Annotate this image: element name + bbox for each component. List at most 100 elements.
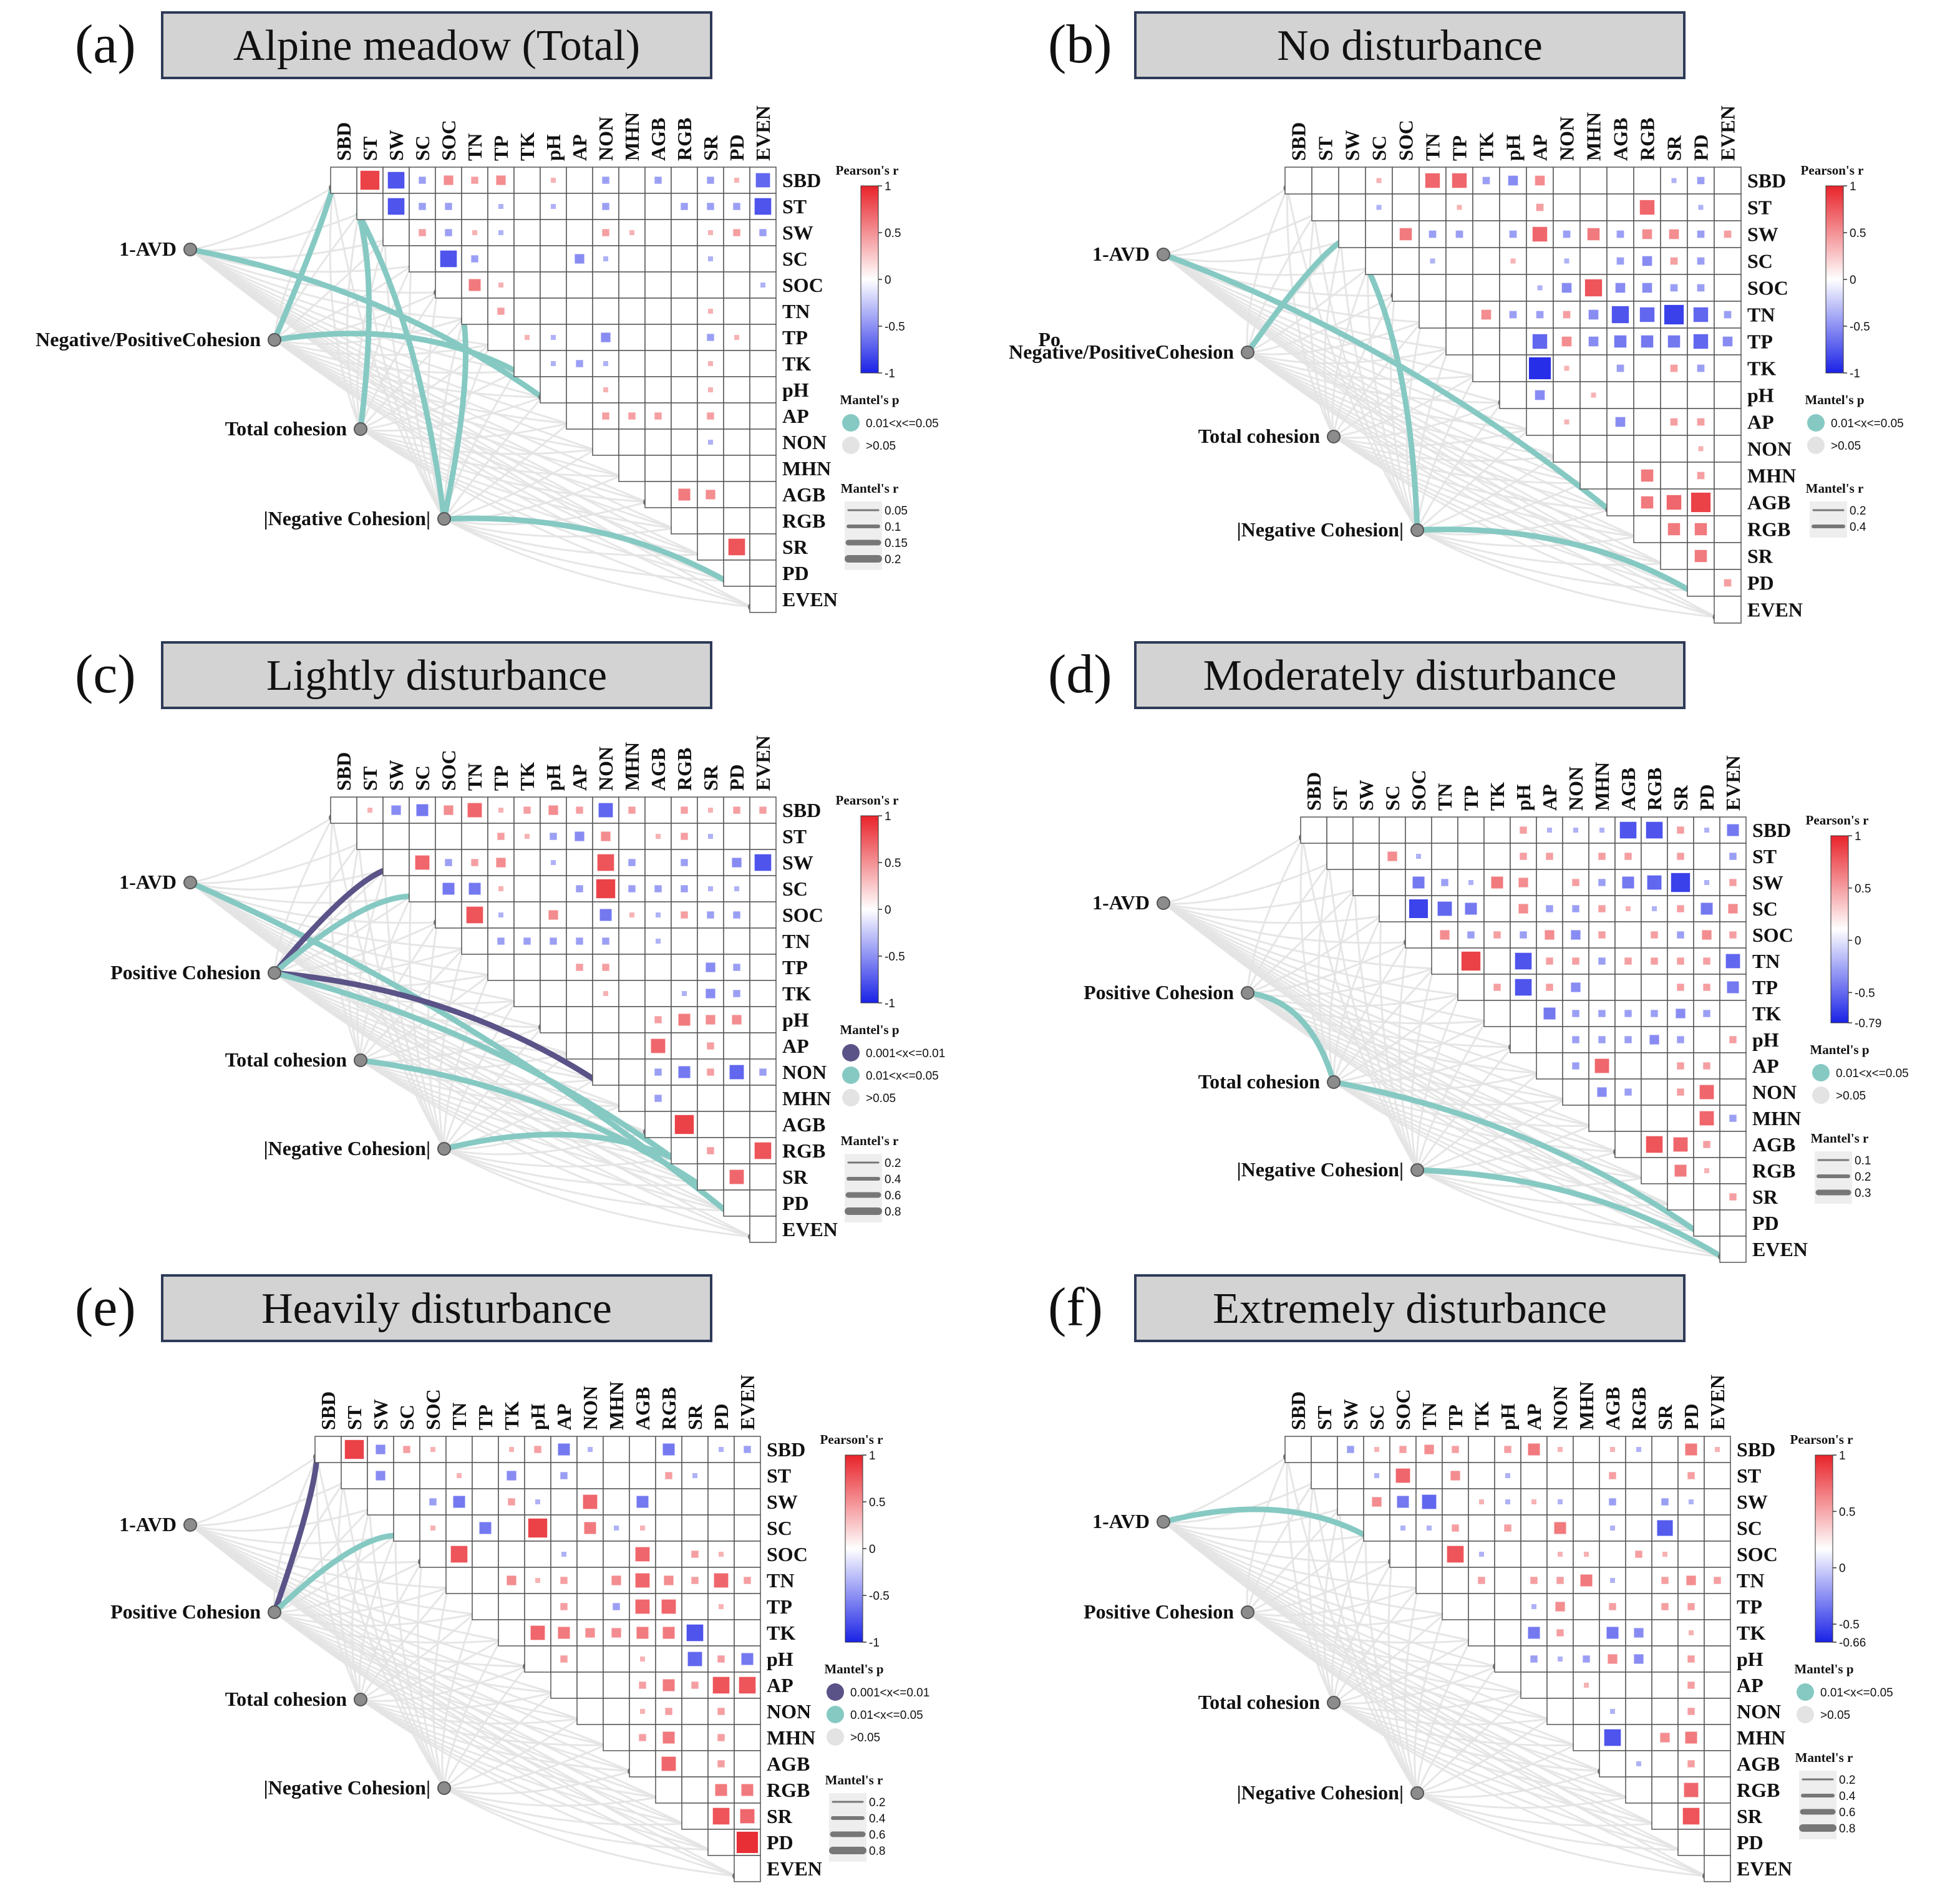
corr-sw-ph (1509, 230, 1517, 238)
corr-tk-rgb (662, 1627, 675, 1639)
row-label-mhn: MHN (782, 457, 831, 480)
col-label-sr: SR (699, 135, 722, 161)
corr-sw-soc (445, 859, 452, 866)
corr-sw-non (1563, 230, 1571, 238)
grid-cell (1457, 843, 1485, 870)
link-ns (360, 1059, 674, 1159)
link-ns (1247, 992, 1591, 1127)
corr-st-sw (376, 1471, 386, 1481)
grid-cell (1719, 1157, 1747, 1184)
link-ns (1417, 529, 1663, 566)
corr-sc-soc (1400, 1526, 1405, 1531)
corr-tp-sr (1661, 1603, 1669, 1610)
corr-sbd-non (588, 1447, 593, 1452)
row-label-pd: PD (1747, 572, 1774, 594)
link-ns (360, 1000, 517, 1062)
link-ns (360, 428, 595, 455)
link-ns (444, 518, 752, 608)
grid-cell (1573, 1619, 1600, 1647)
corr-tn-agb (656, 939, 661, 944)
corr-tk-pd (1697, 364, 1705, 372)
grid-cell (707, 1829, 735, 1856)
link-ns (444, 1148, 674, 1168)
corr-sc-ph (1518, 904, 1528, 914)
col-label-tk: TK (1475, 132, 1498, 161)
corr-tn-agb (635, 1573, 650, 1588)
corr-sc-ap (575, 254, 585, 264)
grid-cell (1588, 1105, 1616, 1132)
mantel-p-item: >0.05 (866, 440, 896, 453)
grid-cell (1599, 1750, 1626, 1778)
corr-sw-tp (498, 230, 503, 235)
corr-tk-sr (686, 1624, 704, 1642)
corr-sc-rgb (1652, 906, 1657, 911)
link-ns (190, 1456, 318, 1526)
col-label-sr: SR (1663, 135, 1686, 161)
grid-cell (681, 1776, 709, 1804)
link-ns (331, 817, 445, 1149)
grid-cell (723, 1111, 750, 1138)
link-ns (1332, 967, 1435, 1083)
corr-agb-rgb (674, 1115, 694, 1134)
corr-sbd-pd (719, 1447, 724, 1452)
link-ns (1417, 1169, 1722, 1258)
grid-cell (1625, 1593, 1652, 1620)
link-ns (444, 1787, 658, 1807)
col-label-agb: AGB (1617, 768, 1639, 811)
link-ns (316, 1456, 445, 1789)
link-ns (190, 186, 333, 251)
row-label-tn: TN (1737, 1569, 1764, 1592)
corr-sw-soc (445, 229, 452, 236)
mantel-r-item: 0.1 (885, 521, 901, 534)
link-ns (360, 1698, 632, 1773)
corr-tn-tk (1478, 1577, 1485, 1584)
row-label-tn: TN (1752, 950, 1780, 972)
corr-st-tp (1457, 205, 1462, 210)
grid-cell (513, 245, 541, 273)
col-label-agb: AGB (647, 748, 669, 791)
col-label-soc: SOC (1407, 770, 1430, 811)
corr-tk-ap (558, 1627, 570, 1639)
grid-cell (592, 297, 619, 325)
col-label-sc: SC (395, 1405, 418, 1430)
link-ns (1247, 1534, 1366, 1613)
grid-cell (1633, 167, 1661, 195)
link-ns (1333, 435, 1663, 564)
grid-cell (618, 271, 646, 299)
corr-sc-agb (1610, 1526, 1615, 1531)
corr-ap-non (602, 412, 609, 420)
grid-cell (1714, 488, 1742, 516)
row-label-ph: pH (782, 1009, 809, 1031)
corr-st-non (602, 203, 609, 210)
link-ns (1333, 1701, 1602, 1773)
link-ns (1333, 1081, 1618, 1153)
row-label-ap: AP (782, 1035, 809, 1057)
link-ns (444, 1148, 726, 1212)
link-ns (360, 1691, 553, 1710)
corr-tn-rgb (664, 1575, 674, 1585)
grid-cell (576, 1593, 604, 1620)
title-box (161, 11, 712, 79)
corr-ap-agb (651, 1038, 666, 1053)
link-ns (360, 1698, 684, 1825)
row-label-soc: SOC (1752, 924, 1793, 946)
grid-cell (671, 271, 698, 299)
col-label-non: NON (1549, 1386, 1571, 1430)
link-ns (1247, 1560, 1392, 1613)
link-positive-cohesion-sc (271, 1532, 399, 1615)
grid-cell (1714, 354, 1742, 382)
grid-cell (1651, 1619, 1679, 1647)
link-ns (1247, 992, 1565, 1101)
grid-cell (576, 1462, 604, 1489)
grid-cell (1719, 1209, 1747, 1237)
corr-tk-non (603, 361, 608, 366)
corr-ph-pd (1687, 1655, 1695, 1663)
grid-cell (1445, 274, 1473, 302)
corr-st-tp (498, 204, 503, 209)
link-ns (1379, 916, 1419, 1171)
row-label-soc: SOC (767, 1543, 808, 1565)
corr-sw-soc (429, 1498, 437, 1506)
mantel-r-item: 0.2 (1839, 1774, 1855, 1787)
corr-ap-sr (707, 1042, 714, 1050)
corr-sbd-tp (1452, 1446, 1459, 1453)
